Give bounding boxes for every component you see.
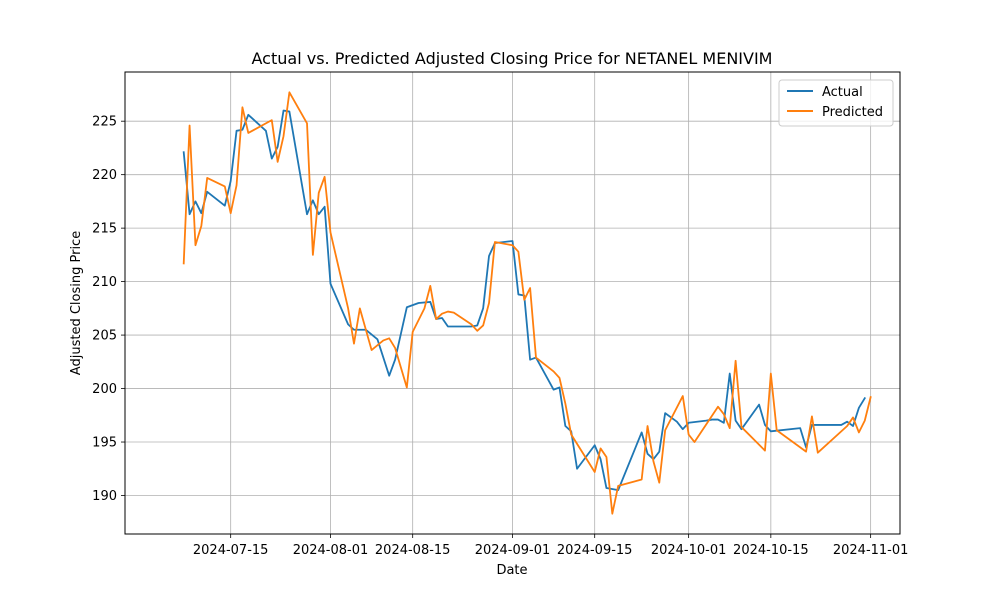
x-tick-label: 2024-10-15 (733, 543, 809, 558)
x-tick-label: 2024-07-15 (193, 543, 269, 558)
y-axis-ticks: 190 195 200 205 210 215 220 225 (92, 115, 125, 504)
legend-label-predicted: Predicted (822, 105, 883, 120)
x-tick-label: 2024-09-01 (475, 543, 551, 558)
y-tick-label: 215 (92, 222, 117, 237)
y-tick-label: 210 (92, 275, 117, 290)
y-tick-label: 205 (92, 329, 117, 344)
y-tick-label: 195 (92, 436, 117, 451)
y-tick-label: 200 (92, 382, 117, 397)
y-tick-label: 190 (92, 489, 117, 504)
y-tick-label: 225 (92, 115, 117, 130)
series-line-actual (182, 109, 867, 492)
x-axis-label: Date (496, 563, 527, 578)
legend: Actual Predicted (778, 79, 894, 127)
y-tick-label: 220 (92, 168, 117, 183)
legend-label-actual: Actual (822, 85, 863, 100)
x-tick-label: 2024-11-01 (833, 543, 909, 558)
series-layer (182, 91, 872, 515)
grid (125, 72, 900, 534)
chart-title: Actual vs. Predicted Adjusted Closing Pr… (252, 49, 773, 68)
series-line-predicted (182, 91, 872, 515)
x-axis-ticks: 2024-07-15 2024-08-01 2024-08-15 2024-09-01… (193, 534, 909, 558)
x-tick-label: 2024-08-15 (375, 543, 451, 558)
x-tick-label: 2024-08-01 (293, 543, 369, 558)
x-tick-label: 2024-09-15 (557, 543, 633, 558)
x-tick-label: 2024-10-01 (651, 543, 727, 558)
y-axis-label: Adjusted Closing Price (69, 231, 84, 375)
